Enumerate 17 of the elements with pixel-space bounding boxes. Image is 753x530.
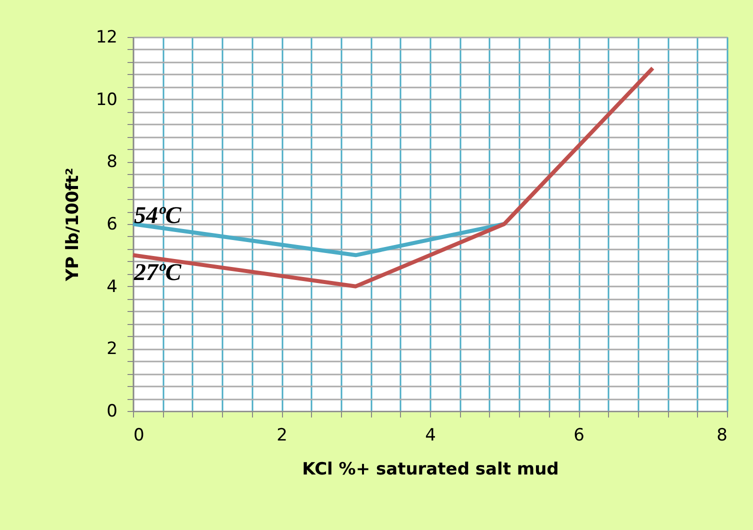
y-tick-label: 2: [106, 339, 118, 360]
x-tick-label: 4: [425, 426, 436, 446]
y-tick-label: 6: [106, 214, 118, 234]
y-tick-label: 4: [106, 276, 118, 297]
y-tick-label: 0: [106, 402, 118, 422]
y-axis-title: YP lb/100ft²: [62, 168, 83, 282]
line-series: [131, 66, 655, 288]
x-axis-title: KCl %+ saturated salt mud: [302, 460, 559, 480]
x-tick-label: 2: [276, 426, 288, 446]
series-label: 54ºC: [134, 203, 182, 229]
x-tick-label: 0: [134, 426, 144, 446]
x-tick-label: 8: [716, 426, 728, 446]
x-tick-label: 6: [574, 426, 584, 446]
series-label: 27ºC: [133, 260, 182, 286]
y-tick-label: 10: [96, 90, 118, 110]
y-tick-label: 8: [106, 152, 118, 172]
y-tick-label: 12: [96, 28, 118, 48]
